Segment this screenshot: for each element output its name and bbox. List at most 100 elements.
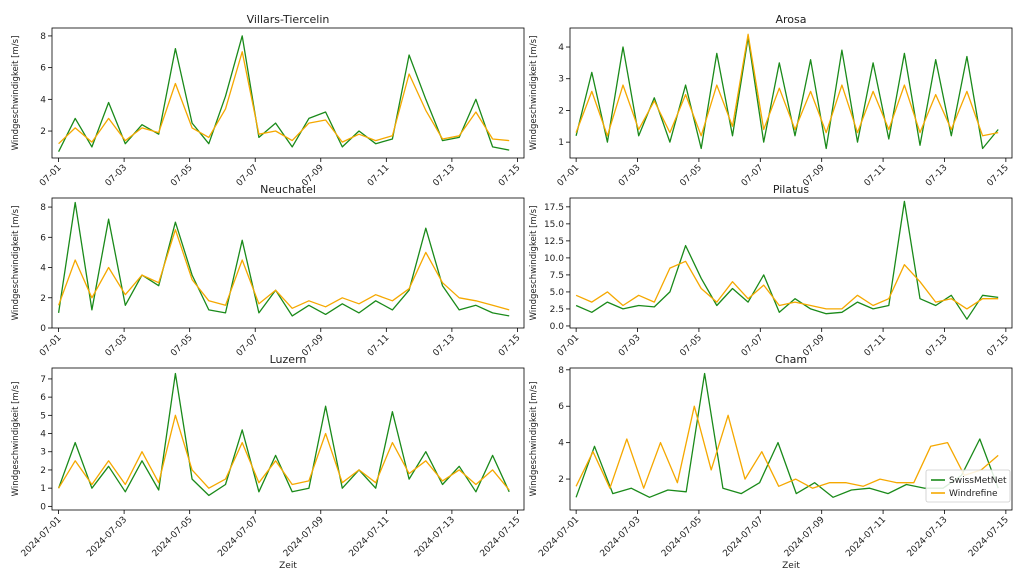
- y-tick-label: 10.0: [544, 254, 564, 264]
- y-tick-label: 6: [558, 402, 564, 412]
- panel-luzern: Luzern 0 1 2 3 4 5 6 7 Windgeschwindigkeit [m/s] 2…: [11, 353, 525, 571]
- x-tick-label: 07-07: [235, 333, 261, 359]
- series-line-windrefine: [575, 33, 999, 137]
- plot-frame: [569, 367, 1013, 511]
- x-tick-label: 2024-07-09: [282, 515, 326, 559]
- panel-villars-tiercelin: Villars-Tiercelin 2 4 6 8 Windgeschwindigkeit…: [11, 13, 525, 189]
- y-tick-label: 1: [558, 138, 564, 148]
- series-line-windrefine: [58, 51, 510, 145]
- y-axis-label: Windgeschwindigkeit [m/s]: [11, 36, 21, 151]
- panel-neuchatel: Neuchatel 0 2 4 6 8 Windgeschwindigkeit [m/s] 0…: [11, 183, 525, 359]
- y-tick-label: 4: [40, 95, 46, 105]
- x-tick-label: 07-01: [38, 163, 64, 189]
- y-tick-label: 17.5: [544, 203, 564, 213]
- x-tick-label: 07-15: [497, 163, 523, 189]
- y-axis-label: Windgeschwindigkeit [m/s]: [11, 206, 21, 321]
- x-tick-label: 07-07: [235, 163, 261, 189]
- x-tick-label: 07-03: [104, 163, 130, 189]
- panel-title: Neuchatel: [260, 183, 316, 196]
- x-tick-label: 2024-07-15: [967, 515, 1011, 559]
- y-tick-label: 8: [40, 203, 46, 213]
- x-tick-label: 2024-07-15: [479, 515, 523, 559]
- y-tick-label: 4: [558, 439, 564, 449]
- y-tick-label: 6: [40, 233, 46, 243]
- y-axis-label: Windgeschwindigkeit [m/s]: [529, 36, 539, 151]
- x-axis-label: Zeit: [279, 561, 297, 571]
- y-tick-label: 6: [40, 64, 46, 74]
- plot-frame: [51, 27, 525, 159]
- plot-frame: [51, 367, 525, 511]
- series-line-windrefine: [58, 414, 510, 491]
- x-tick-label: 2024-07-07: [721, 515, 765, 559]
- x-tick-label: 07-01: [556, 333, 582, 359]
- series-line-swissmetnet: [57, 201, 510, 317]
- x-tick-label: 07-11: [366, 163, 392, 189]
- x-tick-label: 2024-07-03: [85, 515, 129, 559]
- x-axis-label: Zeit: [782, 561, 800, 571]
- y-axis-label: Windgeschwindigkeit [m/s]: [529, 382, 539, 497]
- series-line-swissmetnet: [57, 372, 510, 497]
- panel-cham: Cham 2 4 6 8 Windgeschwindigkeit [m/s] 2024-07…: [529, 353, 1013, 571]
- x-tick-label: 07-01: [38, 333, 64, 359]
- y-tick-label: 0: [40, 502, 46, 512]
- y-tick-label: 2: [558, 475, 564, 485]
- x-tick-label: 07-05: [678, 333, 704, 359]
- y-axis-label: Windgeschwindigkeit [m/s]: [529, 206, 539, 321]
- y-tick-label: 2: [558, 106, 564, 116]
- y-tick-label: 0.0: [550, 322, 565, 332]
- y-tick-label: 12.5: [544, 237, 564, 247]
- x-tick-label: 2024-07-01: [537, 515, 581, 559]
- x-tick-label: 07-15: [985, 333, 1011, 359]
- y-axis-label: Windgeschwindigkeit [m/s]: [11, 382, 21, 497]
- y-tick-label: 0: [40, 324, 46, 334]
- y-tick-label: 3: [40, 448, 46, 458]
- panel-title: Cham: [775, 353, 807, 366]
- panel-arosa: Arosa 1 2 3 4 Windgeschwindigkeit [m/s] 07-01 0…: [529, 13, 1013, 189]
- x-tick-label: 2024-07-01: [20, 515, 64, 559]
- y-tick-label: 4: [558, 43, 564, 53]
- series-line-windrefine: [575, 260, 999, 310]
- y-tick-label: 3: [558, 75, 564, 85]
- y-tick-label: 5: [40, 411, 46, 421]
- x-tick-label: 2024-07-09: [783, 515, 827, 559]
- y-tick-label: 6: [40, 393, 46, 403]
- x-tick-label: 07-03: [617, 333, 643, 359]
- x-tick-label: 07-13: [431, 163, 457, 189]
- plot-frame: [569, 197, 1013, 329]
- x-tick-label: 07-11: [863, 163, 889, 189]
- panel-title: Luzern: [270, 353, 307, 366]
- x-tick-label: 07-03: [617, 163, 643, 189]
- panel-title: Pilatus: [773, 183, 810, 196]
- x-tick-label: 07-15: [497, 333, 523, 359]
- y-tick-label: 8: [558, 366, 564, 376]
- x-tick-label: 2024-07-05: [151, 515, 195, 559]
- series-line-swissmetnet: [575, 36, 999, 150]
- panel-title: Arosa: [775, 13, 806, 26]
- x-tick-label: 07-13: [924, 163, 950, 189]
- y-tick-label: 4: [40, 264, 46, 274]
- legend: SwissMetNet Windrefine: [925, 469, 1011, 503]
- x-tick-label: 2024-07-13: [413, 515, 457, 559]
- x-tick-label: 07-13: [431, 333, 457, 359]
- x-tick-label: 07-11: [863, 333, 889, 359]
- x-tick-label: 2024-07-03: [599, 515, 643, 559]
- y-tick-label: 2: [40, 294, 46, 304]
- y-tick-label: 1: [40, 484, 46, 494]
- y-tick-label: 5.0: [550, 288, 565, 298]
- y-tick-label: 8: [40, 32, 46, 42]
- legend-label-windrefine: Windrefine: [949, 489, 998, 499]
- y-tick-label: 2: [40, 127, 46, 137]
- y-tick-label: 7.5: [550, 271, 564, 281]
- x-tick-label: 07-05: [169, 163, 195, 189]
- x-tick-label: 07-13: [924, 333, 950, 359]
- x-tick-label: 2024-07-11: [347, 515, 391, 559]
- x-tick-label: 2024-07-11: [844, 515, 888, 559]
- x-tick-label: 07-15: [985, 163, 1011, 189]
- x-tick-label: 07-01: [556, 163, 582, 189]
- plot-frame: [569, 27, 1013, 159]
- y-tick-label: 2.5: [550, 305, 564, 315]
- x-tick-label: 2024-07-13: [906, 515, 950, 559]
- series-line-windrefine: [57, 229, 510, 311]
- series-line-swissmetnet: [575, 200, 999, 320]
